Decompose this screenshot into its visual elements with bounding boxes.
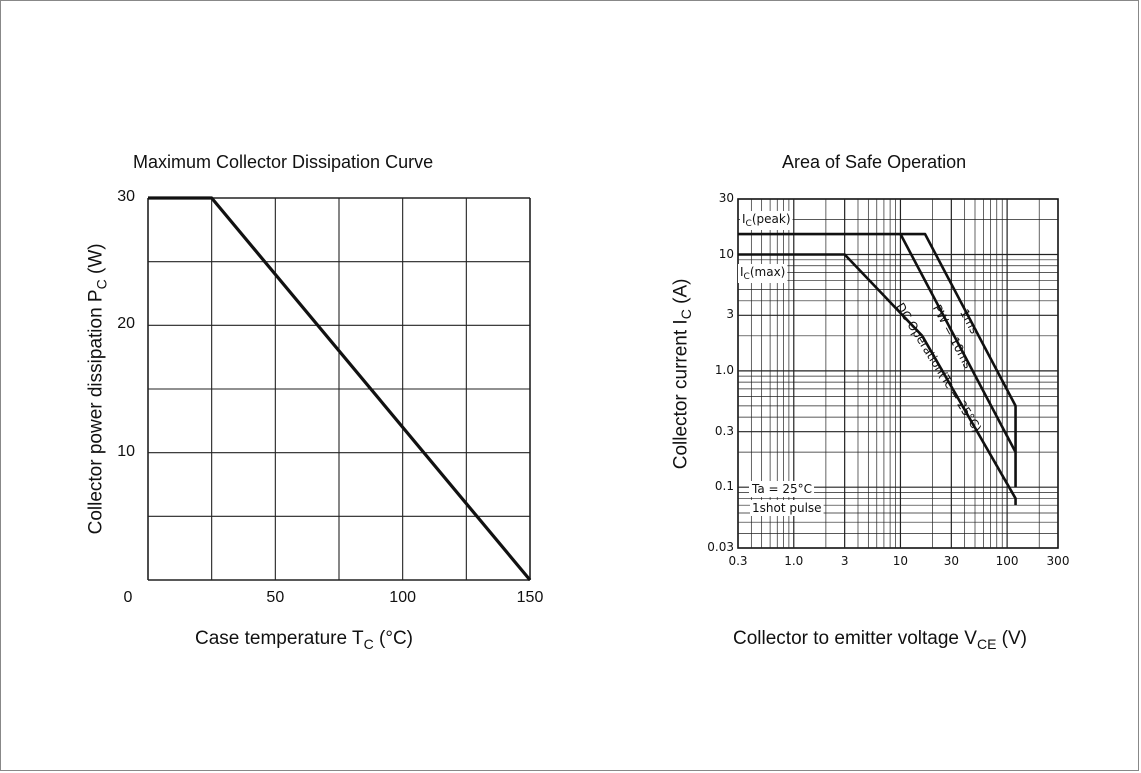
ic-peak-label-text: IC(peak) <box>742 212 791 229</box>
ta-label-bg <box>749 481 815 497</box>
y-tick-label: 3 <box>726 307 734 322</box>
y-tick-label: 30 <box>117 188 135 205</box>
y-tick-label: 10 <box>718 246 734 261</box>
x-tick-label: 150 <box>516 589 544 606</box>
ic-peak-label: IC(peak) <box>740 211 793 230</box>
x-tick-label: 0.3 <box>728 554 748 568</box>
x-tick-label: 100 <box>389 589 417 606</box>
y-tick-label: 1.0 <box>714 362 734 377</box>
x-tick-label: 0 <box>123 589 133 606</box>
dissipation-x-axis-label: Case temperature TC (°C) <box>195 628 414 652</box>
soa-chart-title: Area of Safe Operation <box>782 152 967 172</box>
x-tick-label: 100 <box>995 554 1019 568</box>
x-tick-label: 30 <box>943 554 959 568</box>
y-tick-label: 20 <box>117 315 135 333</box>
dissipation-chart-title: Maximum Collector Dissipation Curve <box>133 152 434 172</box>
x-tick-label: 1.0 <box>784 554 804 568</box>
y-tick-label: 30 <box>718 191 734 205</box>
soa-1ms-line <box>738 232 1017 488</box>
soa-10ms-line <box>899 233 1017 453</box>
shot-pulse-label: 1shot pulse <box>750 500 824 516</box>
x-tick-label: 10 <box>892 554 909 568</box>
shot-pulse-label-bg <box>750 500 824 516</box>
ic-peak-label-bg <box>740 211 793 230</box>
x-tick-label: 50 <box>266 589 285 606</box>
y-tick-label: 0.3 <box>714 423 734 438</box>
ic-max-label-text: IC(max) <box>740 265 785 282</box>
ta-label-text: Ta = 25°C <box>751 482 812 496</box>
soa-dc-line <box>738 253 1017 506</box>
shot-pulse-label-text: 1shot pulse <box>752 501 822 515</box>
soa-y-axis-label: Collector current IC (A) <box>669 278 694 469</box>
y-tick-label: 0.1 <box>714 479 734 494</box>
dissipation-series-line <box>148 196 532 582</box>
y-tick-label: 10 <box>117 442 135 460</box>
ic-max-label: IC(max) <box>738 264 788 283</box>
y-tick-label: 0.03 <box>707 540 734 554</box>
ic-max-label-bg <box>738 264 788 283</box>
x-tick-label: 3 <box>840 554 849 568</box>
soa-x-axis-label: Collector to emitter voltage VCE (V) <box>733 628 1028 652</box>
x-tick-label: 300 <box>1046 554 1070 568</box>
ta-label: Ta = 25°C <box>749 481 815 497</box>
